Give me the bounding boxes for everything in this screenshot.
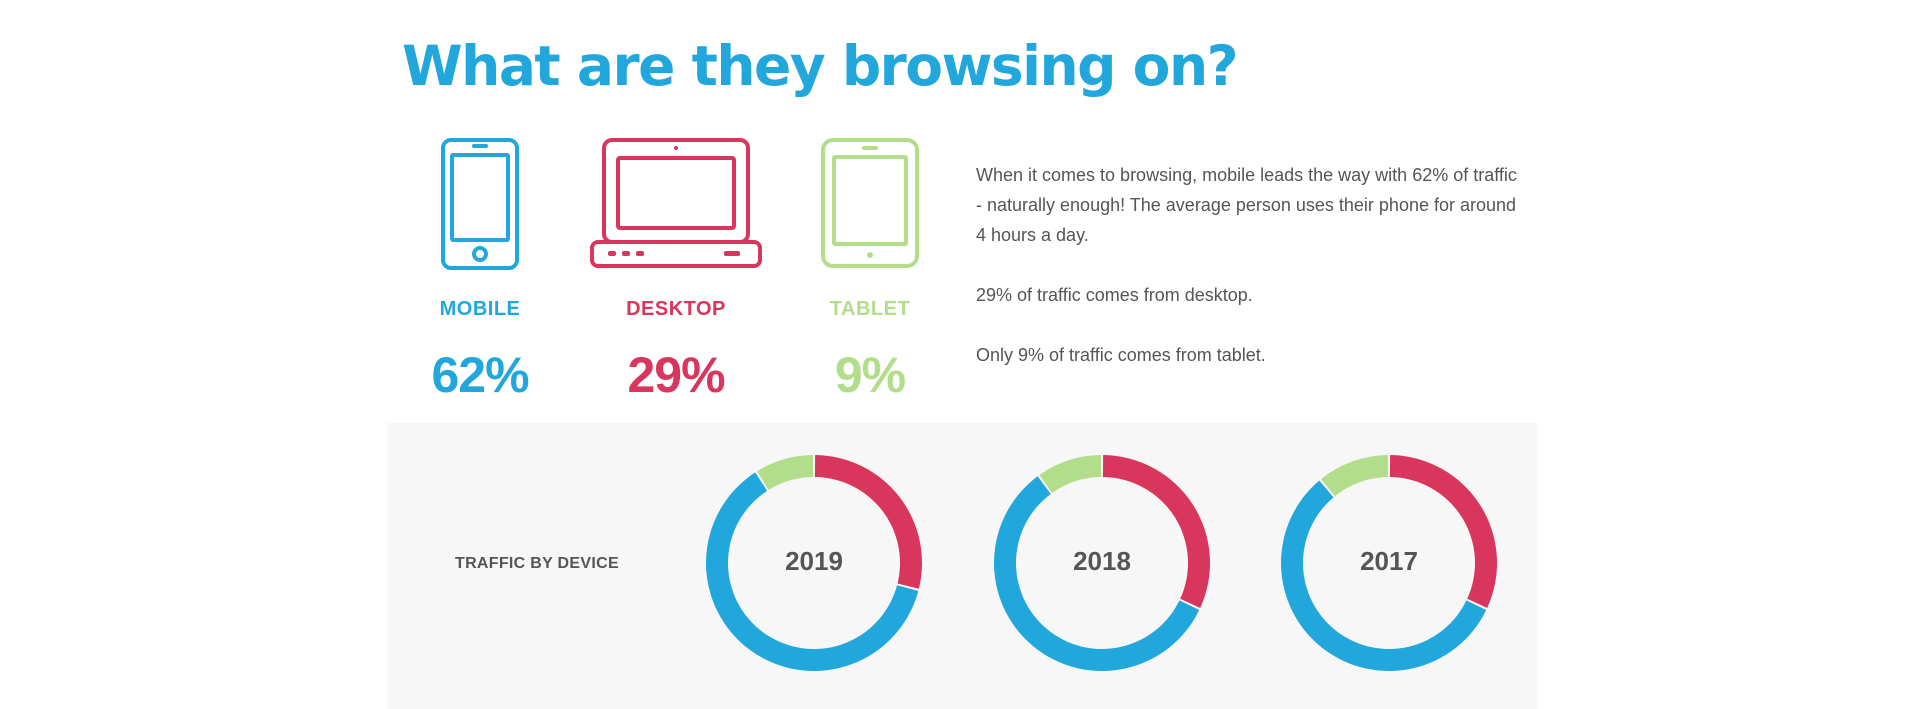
device-label-tablet: TABLET	[829, 298, 911, 320]
donut-2017: 2017	[1279, 453, 1499, 673]
donut-year-label: 2018	[1073, 546, 1131, 576]
device-mobile: MOBILE 62%	[380, 138, 580, 403]
laptop-icon	[590, 138, 762, 268]
donut-2019: 2019	[704, 453, 924, 673]
device-label-mobile: MOBILE	[439, 298, 521, 320]
chart-title: TRAFFIC BY DEVICE	[455, 555, 619, 572]
description: When it comes to browsing, mobile leads …	[976, 160, 1526, 400]
donut-chart-2017	[1281, 455, 1497, 671]
donut-segment-tablet	[1039, 455, 1102, 493]
donut-segment-desktop	[1389, 455, 1497, 608]
donut-chart-2019	[706, 455, 922, 671]
smartphone-icon	[441, 138, 519, 270]
donut-segment-desktop	[1102, 455, 1210, 608]
page-title: What are they browsing on?	[402, 34, 1239, 98]
donut-segment-tablet	[757, 455, 814, 490]
description-desktop: 29% of traffic comes from desktop.	[976, 285, 1253, 305]
traffic-panel: TRAFFIC BY DEVICE 2019 2018 2017	[387, 423, 1537, 709]
donut-segment-tablet	[1321, 455, 1389, 497]
donut-year-label: 2019	[785, 546, 843, 576]
description-tablet: Only 9% of traffic comes from tablet.	[976, 345, 1266, 365]
tablet-icon	[821, 138, 919, 268]
device-pct-desktop: 29%	[627, 347, 725, 403]
donut-year-label: 2017	[1360, 546, 1418, 576]
donut-chart-2018	[994, 455, 1210, 671]
device-pct-mobile: 62%	[431, 347, 529, 403]
device-tablet: TABLET 9%	[770, 138, 970, 403]
description-mobile: When it comes to browsing, mobile leads …	[976, 165, 1517, 245]
device-desktop: DESKTOP 29%	[576, 138, 776, 403]
donut-segment-desktop	[814, 455, 922, 589]
device-pct-tablet: 9%	[834, 347, 906, 403]
device-label-desktop: DESKTOP	[626, 298, 726, 320]
donut-2018: 2018	[992, 453, 1212, 673]
